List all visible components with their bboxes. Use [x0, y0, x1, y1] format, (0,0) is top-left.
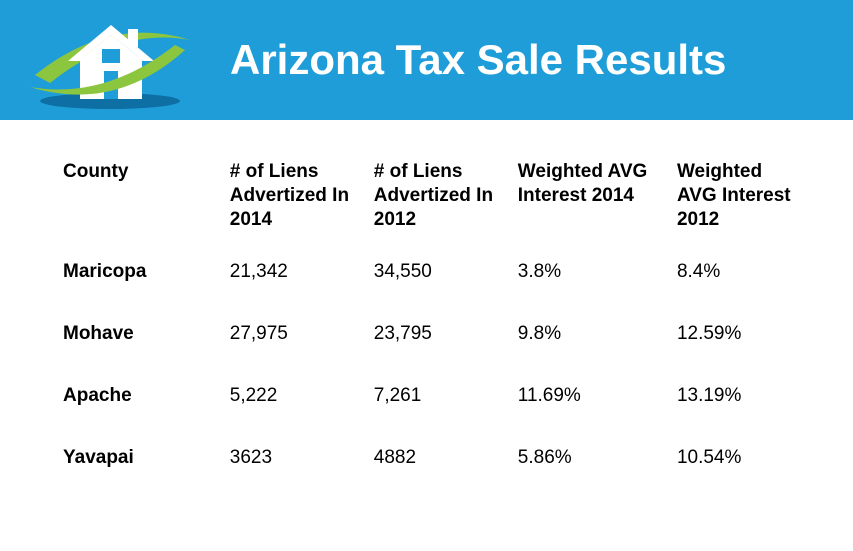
cell-wai2014: 3.8% — [510, 261, 669, 323]
cell-liens2012: 7,261 — [366, 385, 510, 447]
table-header-row: County # of Liens Advertized In 2014 # o… — [55, 160, 813, 261]
cell-wai2012: 13.19% — [669, 385, 813, 447]
house-logo-icon — [0, 0, 220, 120]
results-table: County # of Liens Advertized In 2014 # o… — [0, 120, 853, 509]
col-wai2014: Weighted AVG Interest 2014 — [510, 160, 669, 261]
cell-county: Mohave — [55, 323, 222, 385]
table-row: Apache 5,222 7,261 11.69% 13.19% — [55, 385, 813, 447]
col-wai2012: Weighted AVG Interest 2012 — [669, 160, 813, 261]
table-row: Maricopa 21,342 34,550 3.8% 8.4% — [55, 261, 813, 323]
cell-liens2014: 27,975 — [222, 323, 366, 385]
table-row: Mohave 27,975 23,795 9.8% 12.59% — [55, 323, 813, 385]
banner: Arizona Tax Sale Results — [0, 0, 853, 120]
table-row: Yavapai 3623 4882 5.86% 10.54% — [55, 447, 813, 509]
cell-county: Maricopa — [55, 261, 222, 323]
cell-liens2012: 23,795 — [366, 323, 510, 385]
cell-wai2012: 12.59% — [669, 323, 813, 385]
cell-liens2014: 3623 — [222, 447, 366, 509]
page-title: Arizona Tax Sale Results — [230, 36, 726, 84]
col-liens2014: # of Liens Advertized In 2014 — [222, 160, 366, 261]
cell-wai2014: 11.69% — [510, 385, 669, 447]
col-liens2012: # of Liens Advertized In 2012 — [366, 160, 510, 261]
cell-wai2014: 9.8% — [510, 323, 669, 385]
cell-liens2014: 5,222 — [222, 385, 366, 447]
cell-liens2012: 34,550 — [366, 261, 510, 323]
cell-wai2012: 8.4% — [669, 261, 813, 323]
cell-liens2014: 21,342 — [222, 261, 366, 323]
cell-wai2012: 10.54% — [669, 447, 813, 509]
col-county: County — [55, 160, 222, 261]
cell-county: Apache — [55, 385, 222, 447]
cell-liens2012: 4882 — [366, 447, 510, 509]
cell-wai2014: 5.86% — [510, 447, 669, 509]
cell-county: Yavapai — [55, 447, 222, 509]
